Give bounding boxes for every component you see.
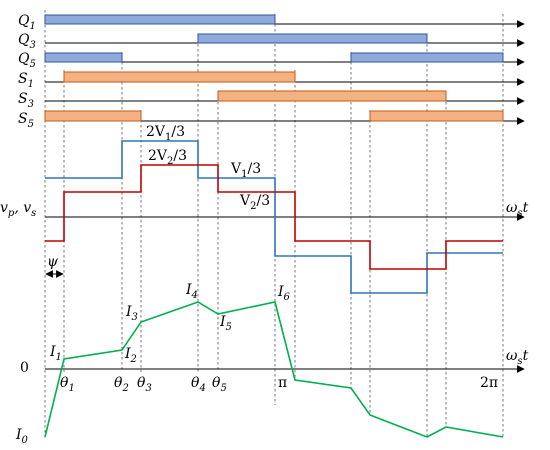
vp-vs-label: vp, vs — [0, 200, 36, 219]
s3-bar — [217, 90, 447, 102]
s5-bar-1 — [44, 110, 142, 122]
q3-label: Q3 — [18, 32, 36, 51]
theta5-label: θ5 — [212, 375, 227, 394]
two-v1-over-3-label: 2V1/3 — [146, 124, 185, 143]
v2-over-3-label: V2/3 — [239, 193, 270, 212]
i4-label: I4 — [185, 282, 198, 301]
q5-label: Q5 — [18, 51, 36, 70]
i3-label: I3 — [125, 304, 138, 323]
s1-bar — [63, 71, 296, 83]
theta2-label: θ2 — [114, 375, 129, 394]
current-waveform-panel: 0 ωst θ1 θ2 θ3 θ4 θ5 π 2π I0 I1 I2 I3 I4… — [15, 282, 529, 446]
q5-bar-1 — [44, 52, 123, 63]
i1-label: I1 — [49, 344, 62, 363]
vs-waveform — [45, 164, 503, 270]
v1-over-3-label: V1/3 — [230, 161, 261, 180]
s3-label: S3 — [18, 91, 34, 110]
i2-label: I2 — [124, 346, 137, 365]
zero-label: 0 — [20, 360, 29, 376]
two-pi-label: 2π — [480, 375, 498, 391]
s5-bar-2 — [369, 110, 504, 122]
q1-label: Q1 — [18, 13, 36, 32]
s1-label: S1 — [18, 71, 34, 90]
q3-bar — [197, 33, 428, 44]
i5-label: I5 — [219, 314, 232, 333]
q1-bar — [44, 14, 276, 25]
current-waveform — [44, 301, 504, 438]
omega-t-upper-label: ωst — [506, 200, 529, 219]
switch-gates: Q1 Q3 Q5 S1 S3 S5 — [18, 13, 525, 130]
s5-label: S5 — [18, 111, 34, 130]
vp-waveform — [45, 140, 503, 294]
q5-bar-2 — [350, 52, 504, 63]
theta4-label: θ4 — [191, 375, 206, 394]
pi-label: π — [278, 375, 287, 391]
theta1-label: θ1 — [60, 375, 75, 394]
voltage-waveforms: 2V1/3 2V2/3 V1/3 V2/3 vp, vs ωst ψ — [0, 124, 529, 294]
omega-t-lower-label: ωst — [506, 348, 529, 367]
i6-label: I6 — [277, 284, 291, 303]
theta3-label: θ3 — [137, 375, 152, 394]
psi-label: ψ — [47, 254, 59, 270]
i0-label: I0 — [15, 427, 29, 446]
two-v2-over-3-label: 2V2/3 — [148, 148, 187, 167]
